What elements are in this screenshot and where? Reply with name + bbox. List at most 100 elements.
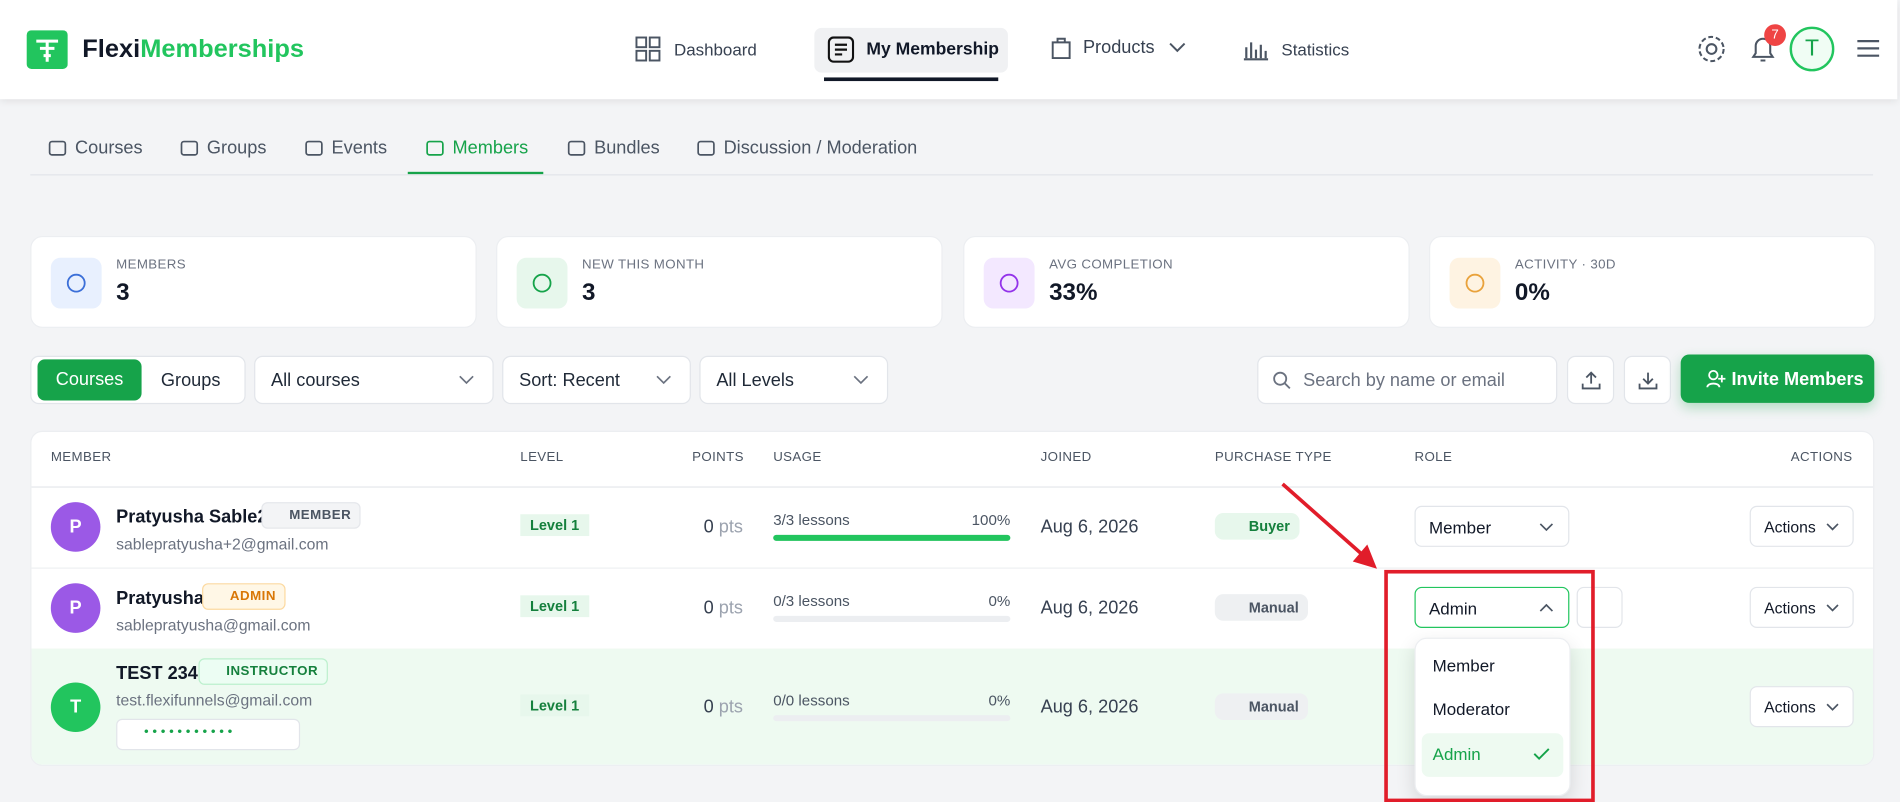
download-button[interactable] xyxy=(1623,355,1672,405)
stat-card: MEMBERS 3 xyxy=(30,235,477,328)
avatar: P xyxy=(50,502,101,552)
chevron xyxy=(1539,523,1554,532)
chevron xyxy=(853,375,869,385)
chevron xyxy=(1169,42,1186,53)
stat-card: NEW THIS MONTH 3 xyxy=(496,235,943,328)
invite-button[interactable]: Invite Members xyxy=(1680,354,1875,403)
stat-value: 3 xyxy=(116,279,130,307)
annotation-box xyxy=(1384,569,1595,802)
usage-percent: 100% xyxy=(971,511,1011,529)
menu-option[interactable]: Moderator xyxy=(1432,699,1510,719)
filter[interactable]: All courses xyxy=(254,355,494,405)
purchase-type: Manual xyxy=(1214,594,1309,621)
stat-value: 3 xyxy=(582,279,596,307)
nav-item[interactable]: My Membership xyxy=(866,39,999,60)
icon xyxy=(48,140,67,156)
toggle-option[interactable]: Groups xyxy=(160,370,221,391)
icon xyxy=(635,36,661,62)
icon xyxy=(1465,273,1485,293)
member-name: TEST 234 xyxy=(116,663,198,684)
icon xyxy=(1706,369,1726,388)
icon xyxy=(305,140,323,156)
tab[interactable]: Groups xyxy=(206,137,267,159)
points: 0 xyxy=(703,516,714,538)
member-name: Pratyusha xyxy=(116,588,204,609)
role-value: Admin xyxy=(1429,598,1478,619)
avatar[interactable]: T xyxy=(1789,26,1835,72)
stat-value: 33% xyxy=(1049,279,1098,307)
filter[interactable]: All Levels xyxy=(699,355,889,405)
stat-label: MEMBERS xyxy=(116,257,186,273)
icon xyxy=(180,140,199,156)
search[interactable]: Search by name or email xyxy=(1257,355,1558,405)
notification-badge: 7 xyxy=(1764,24,1786,46)
stat-label: NEW THIS MONTH xyxy=(582,257,705,273)
filter-label: All Levels xyxy=(716,370,795,391)
logo xyxy=(26,30,68,69)
toggle-option[interactable]: Courses xyxy=(37,359,142,401)
stat-icon xyxy=(50,257,102,309)
progress-track xyxy=(773,615,1011,622)
stat-icon xyxy=(983,257,1035,309)
icon xyxy=(697,140,715,156)
purchase-type: Buyer xyxy=(1214,513,1300,540)
filter[interactable]: Sort: Recent xyxy=(502,355,691,405)
tab[interactable]: Courses xyxy=(75,137,143,159)
nav-item[interactable]: Dashboard xyxy=(673,39,757,60)
menu-option[interactable]: Member xyxy=(1432,655,1495,676)
role-badge: INSTRUCTOR xyxy=(198,658,328,685)
role-select[interactable]: Member xyxy=(1414,505,1570,547)
stat-icon xyxy=(516,257,568,309)
tab[interactable]: Discussion / Moderation xyxy=(723,137,918,159)
level-badge: Level 1 xyxy=(529,597,580,615)
nav-item[interactable]: Products xyxy=(1082,37,1155,59)
column-header: MEMBER xyxy=(50,450,112,465)
tab[interactable]: Bundles xyxy=(594,137,660,159)
icon xyxy=(426,140,444,156)
usage-percent: 0% xyxy=(988,692,1011,710)
bell[interactable] xyxy=(1750,34,1777,65)
settings[interactable] xyxy=(1696,34,1726,64)
stat-label: AVG COMPLETION xyxy=(1049,257,1173,273)
member-name: Pratyusha Sable2 xyxy=(116,506,268,528)
level-badge: Level 1 xyxy=(529,516,580,534)
stat-value: 0% xyxy=(1514,279,1550,307)
filter-label: Sort: Recent xyxy=(519,370,620,391)
tab[interactable]: Events xyxy=(331,137,388,159)
column-header: ACTIONS xyxy=(1790,450,1853,465)
rule xyxy=(31,486,1874,488)
nav-underline xyxy=(824,77,999,82)
column-header: PURCHASE TYPE xyxy=(1214,450,1332,465)
usage-text: 3/3 lessons xyxy=(773,511,850,529)
actions-button[interactable]: Actions xyxy=(1749,586,1854,628)
role-select[interactable]: Admin xyxy=(1414,586,1570,628)
search-placeholder: Search by name or email xyxy=(1303,370,1505,391)
stat-card: AVG COMPLETION 33% xyxy=(963,235,1410,328)
points-unit: pts xyxy=(718,597,743,619)
actions-button[interactable]: Actions xyxy=(1749,505,1854,547)
nav-item[interactable]: Statistics xyxy=(1281,39,1350,60)
actions-label: Actions xyxy=(1764,517,1816,537)
purchase-type: Manual xyxy=(1214,693,1309,720)
invite-label: Invite Members xyxy=(1731,369,1864,390)
upload-button[interactable] xyxy=(1566,355,1615,405)
icon xyxy=(1638,372,1658,390)
role-extra[interactable] xyxy=(1576,586,1623,628)
usage-percent: 0% xyxy=(988,592,1011,610)
menu-selected[interactable] xyxy=(1421,733,1564,777)
role-badge: ADMIN xyxy=(202,583,286,610)
icon xyxy=(999,273,1019,293)
menu-option[interactable]: Admin xyxy=(1432,744,1481,764)
divider xyxy=(30,174,1874,176)
check xyxy=(1533,748,1550,761)
icon xyxy=(66,273,86,293)
rule xyxy=(31,567,1874,569)
tab[interactable]: Members xyxy=(452,137,529,159)
column-header: LEVEL xyxy=(520,450,564,465)
password-mask: • • • • • • • • • • • xyxy=(143,724,233,740)
icon xyxy=(1581,371,1601,390)
actions-button[interactable]: Actions xyxy=(1749,686,1854,728)
brand-a: Flexi xyxy=(82,35,141,63)
menu[interactable] xyxy=(1856,39,1880,58)
progress-track xyxy=(773,534,1011,541)
